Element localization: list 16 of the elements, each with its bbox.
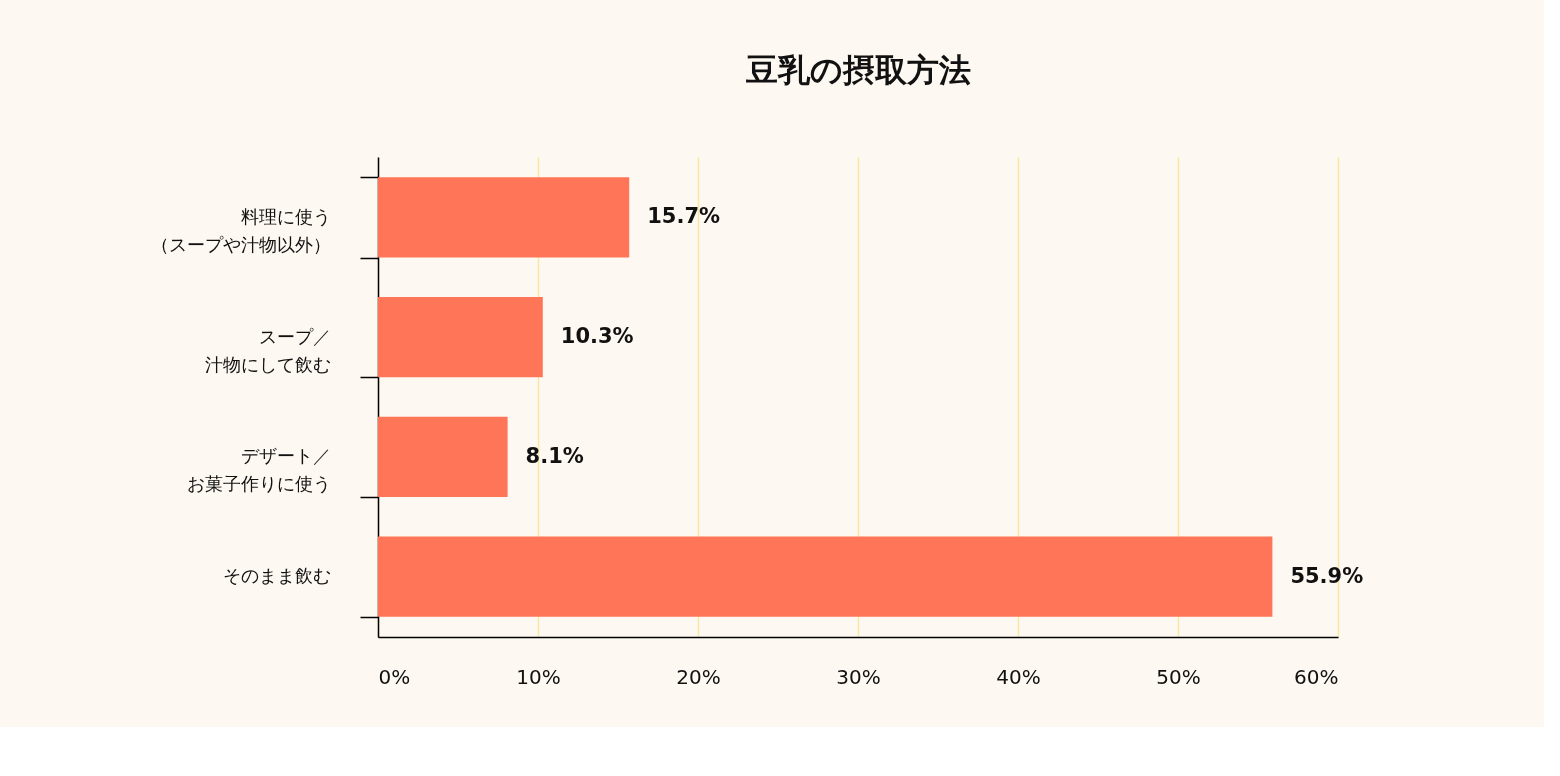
data-label: 55.9% (1290, 563, 1364, 588)
data-label: 8.1% (525, 443, 584, 468)
x-tick-label: 0% (378, 664, 411, 689)
x-tick-label: 20% (676, 664, 721, 689)
x-tick-label: 30% (836, 664, 881, 689)
y-tick-label: そのまま飲む (222, 565, 331, 587)
data-label: 15.7% (647, 204, 721, 229)
y-tick-label: 料理に使う（スープや汁物以外） (150, 205, 331, 255)
y-tick-label: スープ／汁物にして飲む (204, 325, 331, 375)
chart-title: 豆乳の摂取方法 (744, 51, 971, 89)
x-tick-label: 10% (516, 664, 561, 689)
x-tick-label: 50% (1156, 664, 1201, 689)
y-tick-label: デザート／お菓子作りに使う (186, 445, 331, 495)
data-label: 10.3% (560, 324, 634, 349)
x-tick-label: 60% (1294, 664, 1339, 689)
x-tick-label: 40% (996, 664, 1041, 689)
